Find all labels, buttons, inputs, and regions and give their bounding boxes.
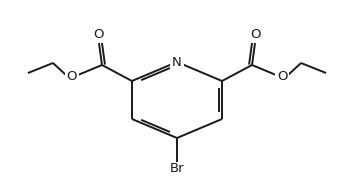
Text: O: O xyxy=(94,28,104,41)
Text: N: N xyxy=(172,56,182,69)
Text: Br: Br xyxy=(170,163,184,176)
Text: O: O xyxy=(250,28,260,41)
Text: O: O xyxy=(277,69,287,82)
Text: O: O xyxy=(67,69,77,82)
